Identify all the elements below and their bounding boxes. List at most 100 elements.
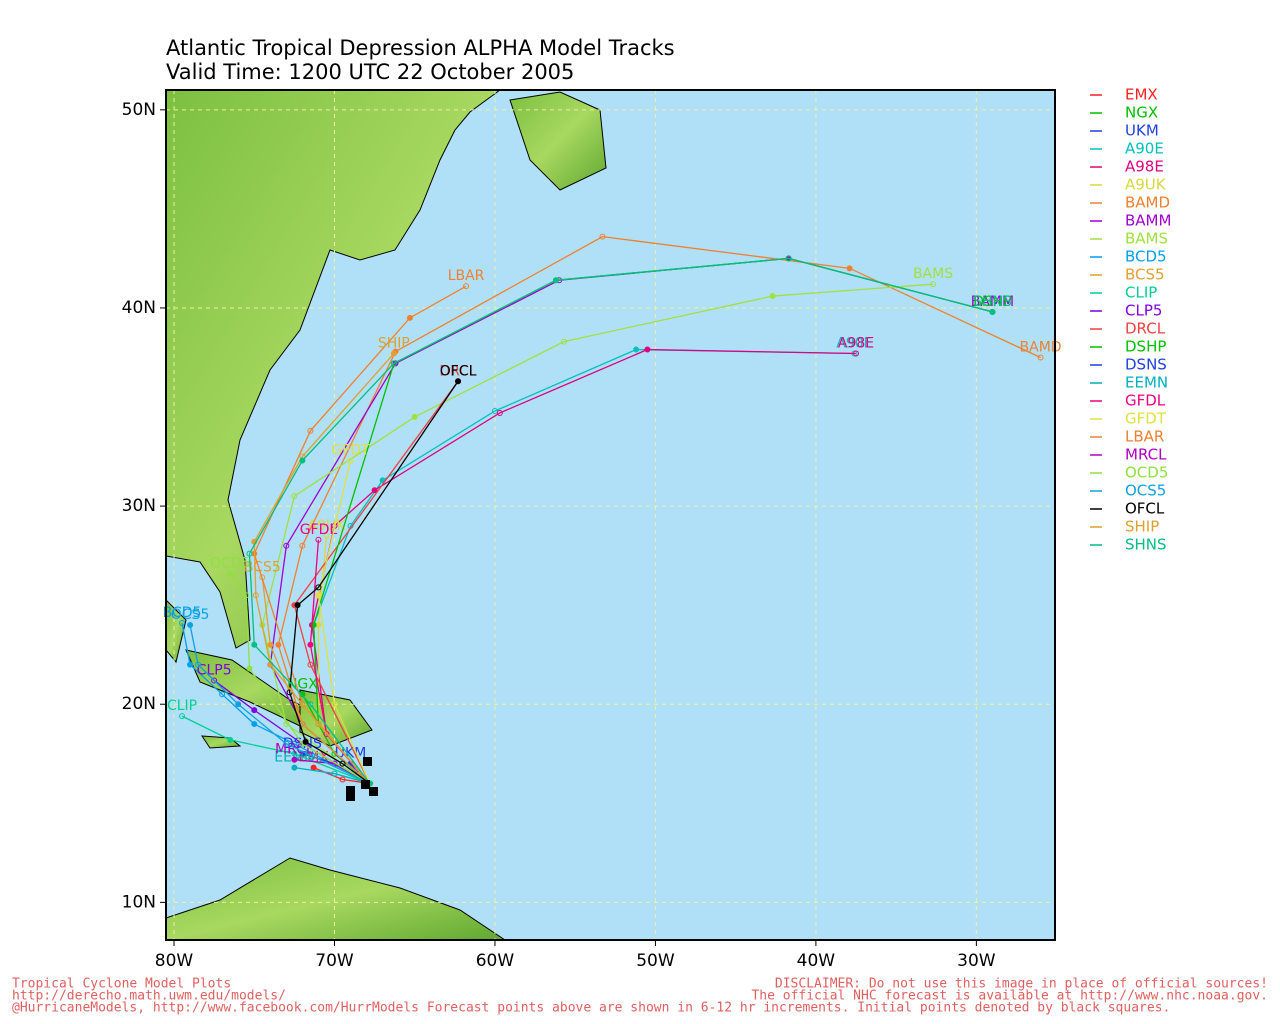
legend-label: MRCL bbox=[1125, 446, 1167, 464]
legend-label: UKM bbox=[1125, 122, 1159, 140]
legend-label: EMX bbox=[1125, 86, 1158, 104]
title: Atlantic Tropical Depression ALPHA Model… bbox=[166, 36, 675, 60]
x-tick-label: 40W bbox=[797, 951, 836, 971]
track bbox=[288, 380, 459, 784]
track-end-label: DRCL bbox=[439, 363, 477, 379]
legend-label: GFDL bbox=[1125, 392, 1166, 410]
track-point bbox=[179, 619, 186, 626]
track-point bbox=[283, 542, 290, 549]
legend-label: OCS5 bbox=[1125, 482, 1166, 500]
track-point bbox=[267, 641, 274, 648]
track-point bbox=[211, 677, 218, 684]
track bbox=[253, 353, 395, 784]
legend-label: GFDT bbox=[1125, 410, 1167, 428]
track bbox=[311, 348, 857, 784]
legend-label: BCD5 bbox=[1125, 248, 1167, 266]
track-point bbox=[599, 233, 606, 240]
y-tick-label: 10N bbox=[122, 892, 156, 912]
legend-label: BCS5 bbox=[1125, 266, 1165, 284]
track-point bbox=[347, 457, 354, 464]
track-point bbox=[633, 346, 640, 353]
track-end-label: SHIP bbox=[378, 336, 410, 352]
legend-label: A90E bbox=[1125, 140, 1164, 158]
track-point bbox=[227, 736, 234, 743]
track-point bbox=[769, 293, 776, 300]
footer-left: Tropical Cyclone Model Plots bbox=[12, 977, 231, 992]
grid bbox=[166, 90, 1055, 940]
track-point bbox=[644, 346, 651, 353]
track-point bbox=[853, 350, 860, 357]
legend-label: DSHP bbox=[1125, 338, 1166, 356]
legend-label: SHNS bbox=[1125, 536, 1167, 554]
track-point bbox=[323, 532, 330, 539]
track-point bbox=[235, 701, 242, 708]
footer-right: The official NHC forecast is available a… bbox=[751, 989, 1268, 1004]
track-point bbox=[243, 592, 250, 599]
track-point bbox=[251, 707, 258, 714]
x-tick-label: 50W bbox=[636, 951, 675, 971]
track-point bbox=[496, 409, 503, 416]
legend-label: OFCL bbox=[1125, 500, 1165, 518]
y-tick-label: 30N bbox=[122, 496, 156, 516]
track-point bbox=[294, 602, 301, 609]
track-end-label: CLP5 bbox=[197, 662, 232, 678]
track bbox=[181, 622, 371, 785]
x-tick-label: 60W bbox=[476, 951, 515, 971]
track-point bbox=[275, 641, 282, 648]
track-point bbox=[552, 277, 559, 284]
track-end-label: DSHP bbox=[973, 294, 1012, 310]
track-point bbox=[307, 661, 314, 668]
track-point bbox=[989, 308, 996, 315]
track-point bbox=[315, 536, 322, 543]
footer-left: @HurricaneModels, http://www.facebook.co… bbox=[12, 1001, 1170, 1016]
legend-label: DRCL bbox=[1125, 320, 1166, 338]
track bbox=[317, 460, 371, 784]
track-point bbox=[406, 314, 413, 321]
track-point bbox=[291, 756, 298, 763]
y-tick-label: 20N bbox=[122, 694, 156, 714]
track-point bbox=[331, 701, 338, 708]
track bbox=[294, 766, 370, 785]
track-end-label: OFCL bbox=[440, 363, 477, 379]
track-point bbox=[315, 584, 322, 591]
legend-label: BAMD bbox=[1125, 194, 1170, 212]
track-point bbox=[307, 427, 314, 434]
track-point bbox=[291, 750, 298, 757]
track-point bbox=[246, 665, 253, 672]
legend-label: CLIP bbox=[1125, 284, 1157, 302]
track-point bbox=[307, 641, 314, 648]
legend-label: EEMN bbox=[1125, 374, 1168, 392]
track-point bbox=[187, 661, 194, 668]
track-end-label: BAMS bbox=[913, 266, 953, 282]
track-end-label: GFDL bbox=[300, 522, 338, 538]
track-point bbox=[390, 350, 397, 357]
track bbox=[293, 380, 459, 784]
axes: 80W 70W 60W 50W 40W 30W 10N 20N 30N 40N 50N bbox=[122, 100, 996, 971]
track-point bbox=[251, 641, 258, 648]
legend-label: SHIP bbox=[1125, 518, 1159, 536]
legend-label: A9UK bbox=[1125, 176, 1167, 194]
tracks: EMXNGXUKMA90EA98EA9UKBAMDBAMMBAMSBCD5BCS… bbox=[163, 233, 1062, 787]
track-point bbox=[307, 701, 314, 708]
track-point bbox=[291, 493, 298, 500]
track-point bbox=[560, 338, 567, 345]
track-point bbox=[299, 457, 306, 464]
track-point bbox=[291, 740, 298, 747]
track-point bbox=[252, 592, 259, 599]
track-end-label: BCS5 bbox=[244, 559, 281, 575]
legend-label: BAMM bbox=[1125, 212, 1171, 230]
track-end-label: A98E bbox=[838, 336, 874, 352]
track-point bbox=[315, 621, 322, 628]
track-point bbox=[785, 255, 792, 262]
track-point bbox=[411, 413, 418, 420]
track-point bbox=[846, 265, 853, 272]
track-point bbox=[219, 691, 226, 698]
track-point bbox=[179, 713, 186, 720]
legend: EMXNGXUKMA90EA98EA9UKBAMDBAMMBAMSBCD5BCS… bbox=[1090, 86, 1171, 554]
x-tick-label: 30W bbox=[957, 951, 996, 971]
track-end-label: OCS5 bbox=[171, 607, 210, 623]
legend-label: NGX bbox=[1125, 104, 1158, 122]
track-point bbox=[331, 770, 338, 777]
track-point bbox=[315, 592, 322, 599]
